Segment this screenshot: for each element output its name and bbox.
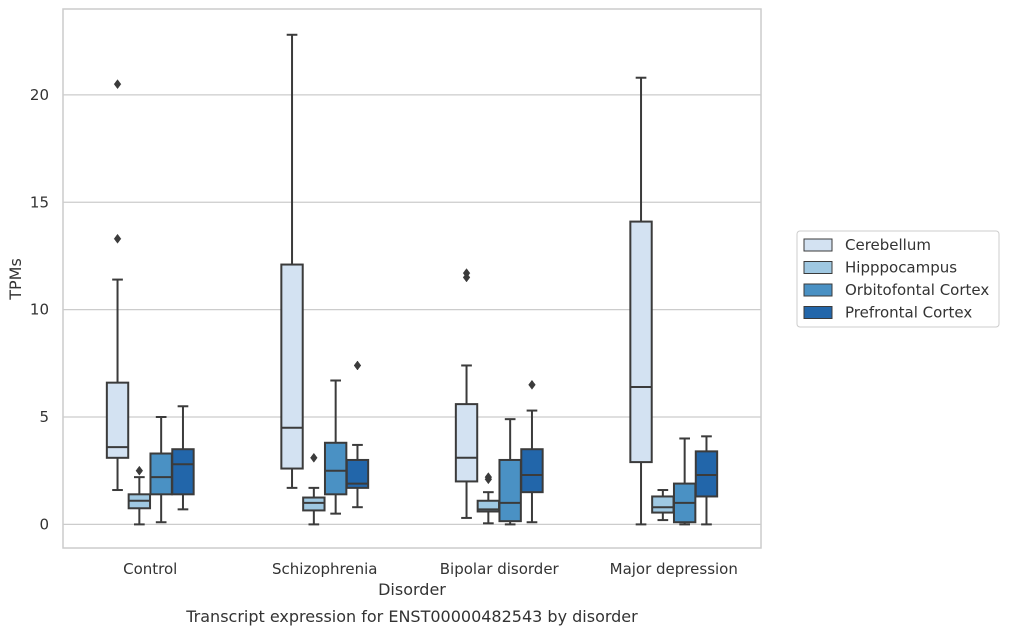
outlier-point xyxy=(113,79,122,90)
box-hipppocampus xyxy=(127,465,152,526)
x-axis-title: Disorder xyxy=(378,580,446,599)
box-prefrontal-cortex xyxy=(694,435,719,526)
legend-label: Prefrontal Cortex xyxy=(845,304,972,322)
x-tick-label: Schizophrenia xyxy=(272,560,377,578)
box-iqr xyxy=(345,458,370,489)
legend-label: Hipppocampus xyxy=(845,259,957,277)
plot-area-frame xyxy=(62,8,762,549)
outlier-point xyxy=(528,379,536,390)
x-tick-labels: Control Schizophrenia Bipolar disorder Majo… xyxy=(123,560,738,578)
box-iqr xyxy=(323,441,348,496)
legend-swatch xyxy=(803,306,833,319)
box-iqr xyxy=(629,220,653,464)
y-tick-label: 20 xyxy=(30,86,49,104)
figure-caption: Transcript expression for ENST0000048254… xyxy=(185,607,638,626)
box-iqr xyxy=(694,450,719,498)
legend-swatch xyxy=(803,283,833,297)
x-tick-label: Bipolar disorder xyxy=(440,560,560,578)
outlier-point xyxy=(484,472,493,483)
box-cerebellum xyxy=(105,79,130,492)
y-tick-labels: 0 5 10 15 20 xyxy=(30,86,49,533)
box-hipppocampus xyxy=(302,452,326,526)
box-hipppocampus xyxy=(476,472,501,525)
outlier-point xyxy=(135,465,144,476)
legend-label: Orbitofontal Cortex xyxy=(845,281,989,299)
box-cerebellum xyxy=(629,76,653,526)
box-prefrontal-cortex xyxy=(345,360,370,509)
legend-frame xyxy=(796,230,1000,328)
outlier-point xyxy=(113,233,122,244)
legend-swatch xyxy=(803,238,833,252)
y-tick-label: 5 xyxy=(39,408,49,426)
legend-swatch xyxy=(803,261,833,274)
outlier-point xyxy=(353,360,362,371)
box-cerebellum xyxy=(280,33,304,489)
box-orbitofontal-cortex xyxy=(323,379,348,515)
box-iqr xyxy=(498,458,522,523)
legend-label: Cerebellum xyxy=(845,236,931,254)
y-tick-label: 15 xyxy=(30,193,49,211)
box-orbitofontal-cortex xyxy=(149,416,173,524)
box-cerebellum xyxy=(454,268,479,519)
y-tick-label: 10 xyxy=(30,301,49,319)
outlier-point xyxy=(310,452,318,463)
legend: Cerebellum Hipppocampus Orbitofontal Corte… xyxy=(796,230,1000,328)
box-iqr xyxy=(302,496,326,512)
box-iqr xyxy=(149,452,173,496)
box-iqr xyxy=(520,448,544,494)
x-tick-label: Major depression xyxy=(610,560,738,578)
box-orbitofontal-cortex xyxy=(672,437,697,526)
box-hipppocampus xyxy=(651,489,675,522)
box-iqr xyxy=(171,448,195,496)
box-groups xyxy=(105,33,719,526)
box-iqr xyxy=(280,263,304,470)
box-prefrontal-cortex xyxy=(520,379,544,524)
x-tick-label: Control xyxy=(123,560,177,578)
outlier-point xyxy=(462,268,471,279)
y-axis-title: TPMs xyxy=(6,258,25,301)
box-prefrontal-cortex xyxy=(171,405,195,511)
y-tick-label: 0 xyxy=(39,515,49,533)
box-iqr xyxy=(454,403,479,483)
box-orbitofontal-cortex xyxy=(498,418,522,526)
box-iqr xyxy=(651,495,675,514)
box-iqr xyxy=(105,381,130,459)
